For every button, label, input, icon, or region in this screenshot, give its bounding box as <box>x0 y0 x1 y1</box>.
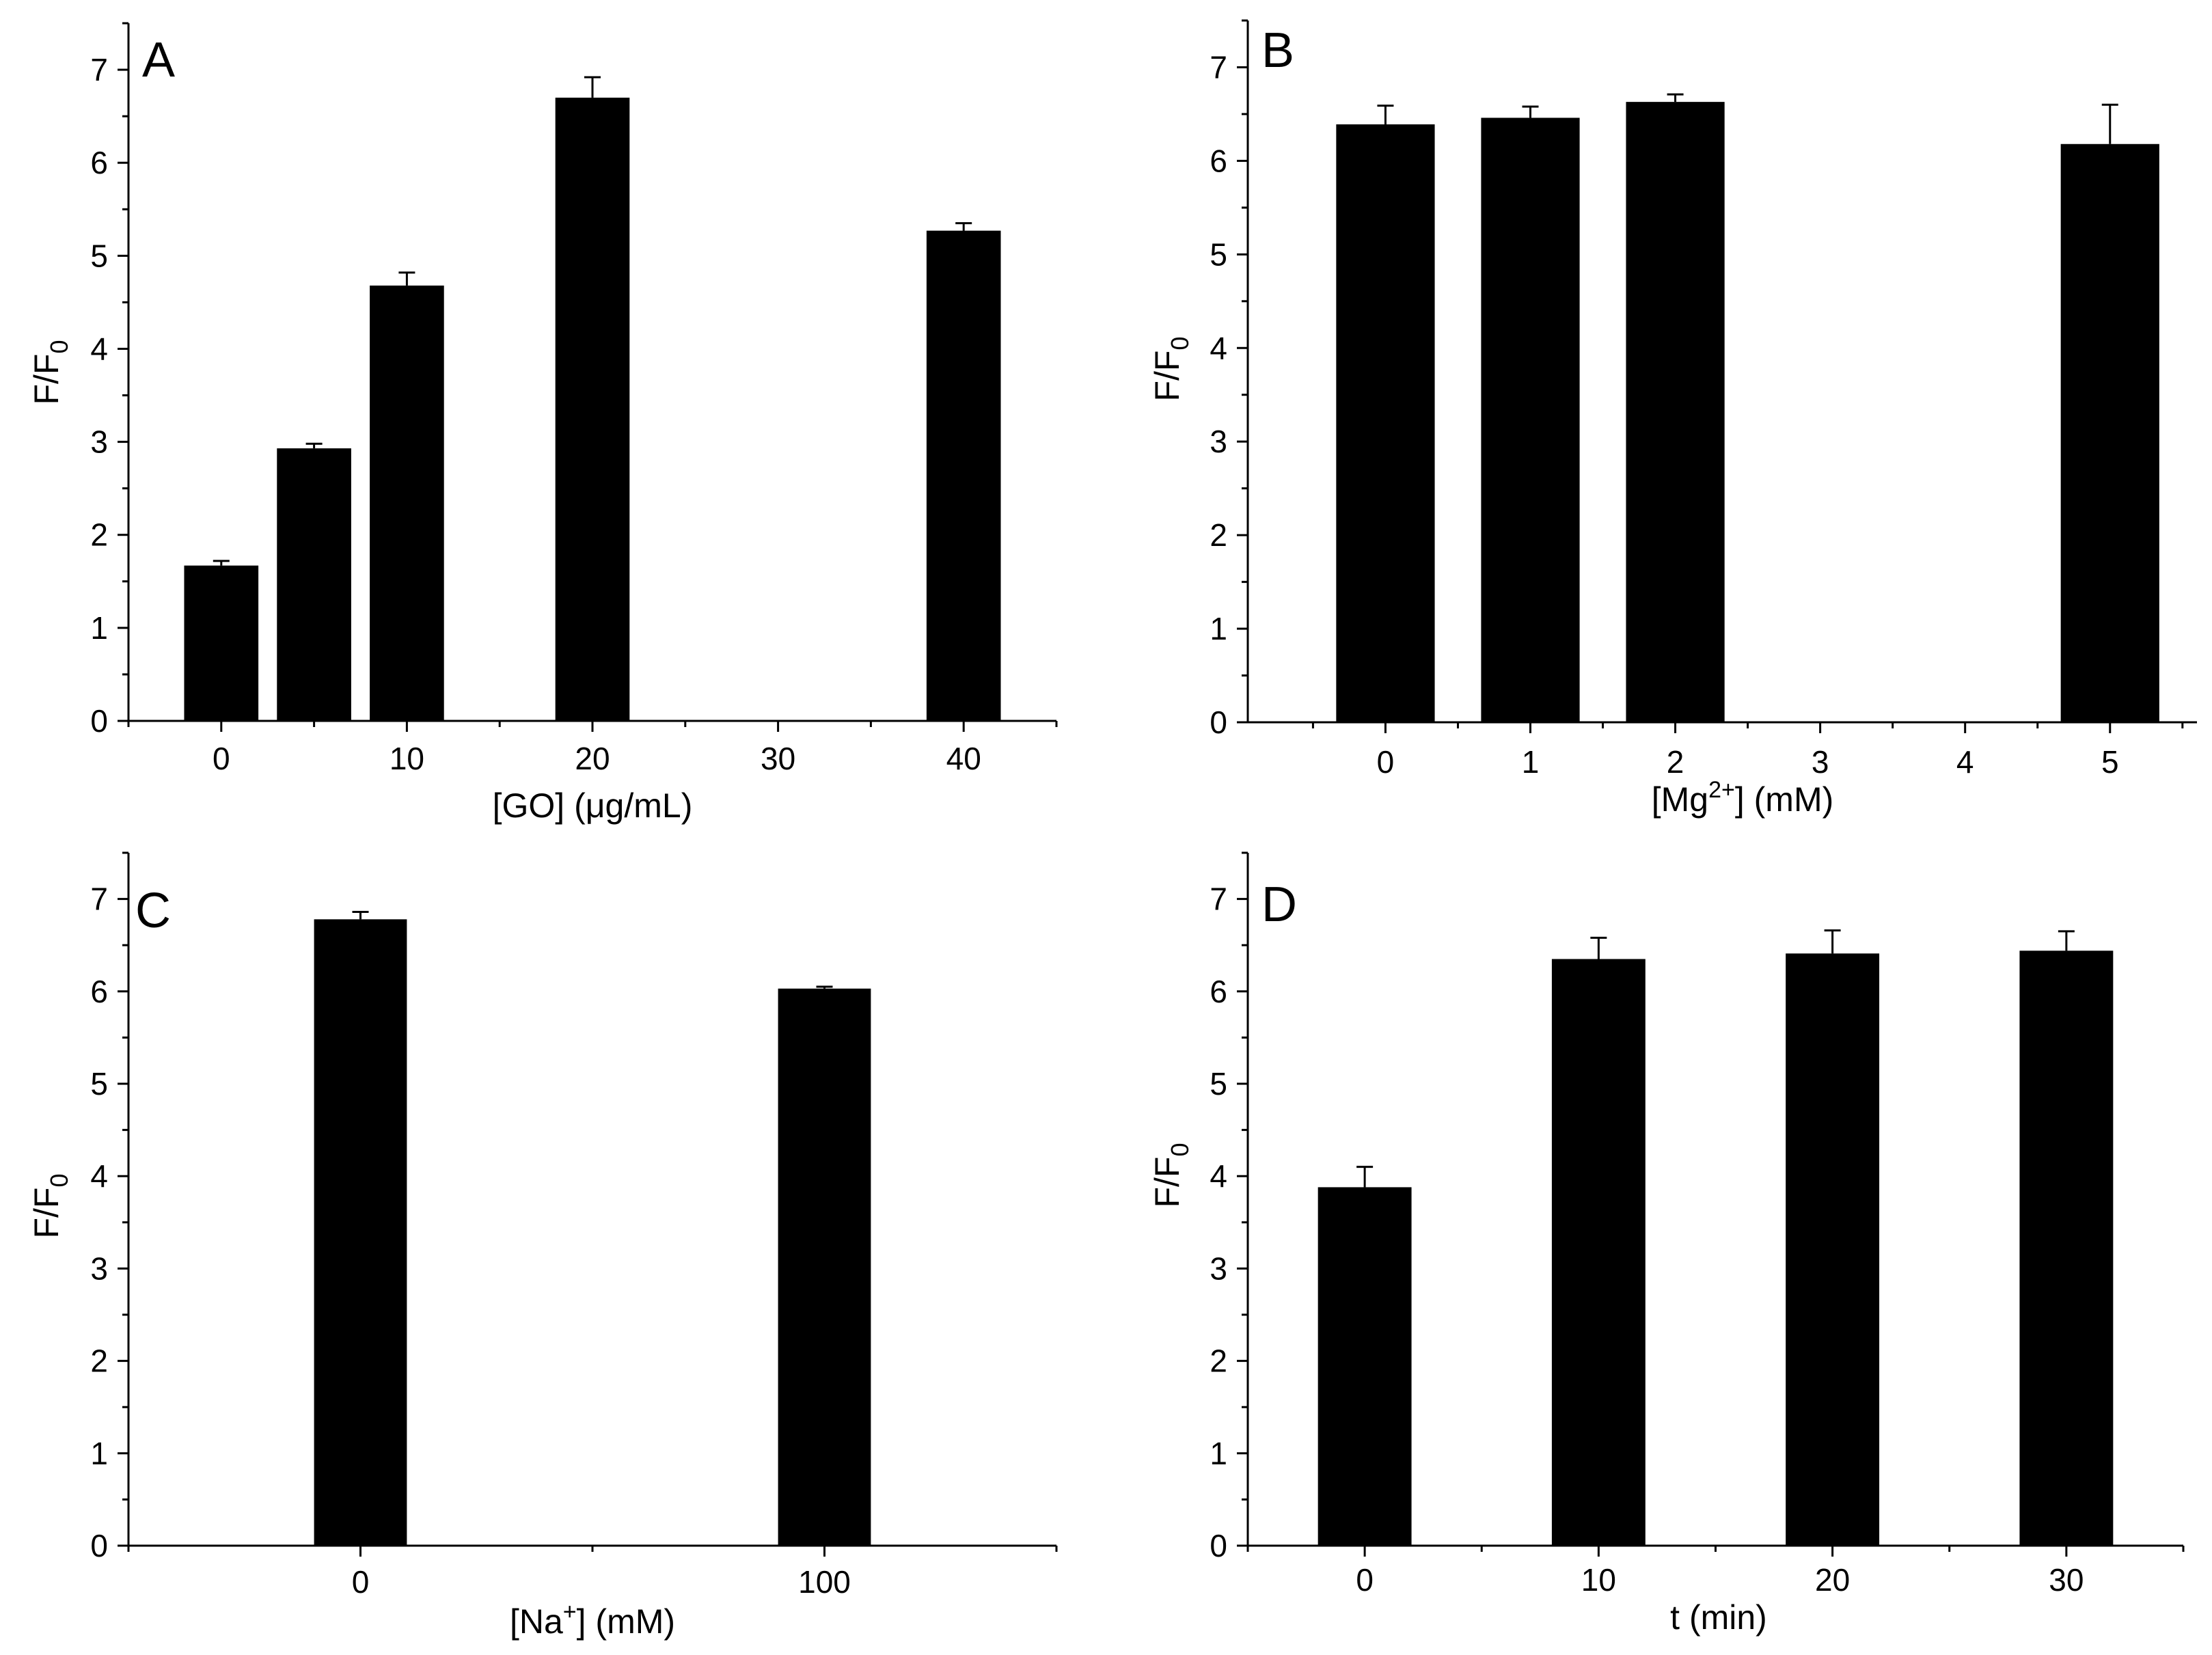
bar <box>1336 124 1435 723</box>
panel-c: 0 1 2 3 4 5 6 7 0 100 C [Na+] (mM) F/F0 <box>27 851 1058 1641</box>
y-tick-label: 5 <box>90 1066 108 1102</box>
x-tick-label: 0 <box>1356 1562 1374 1598</box>
tick-labels: 0 1 2 3 4 5 6 7 0 10 20 30 <box>1210 881 2084 1598</box>
x-tick-label: 100 <box>798 1564 851 1600</box>
x-tick-label: 1 <box>1522 744 1540 780</box>
bars <box>1336 102 2159 723</box>
bar <box>184 565 259 721</box>
y-tick-label: 5 <box>90 238 108 273</box>
bars <box>184 97 1001 721</box>
y-tick-label: 6 <box>1210 974 1227 1009</box>
bar <box>926 230 1001 721</box>
y-tick-label: 0 <box>1210 1528 1227 1563</box>
x-tick-label: 5 <box>2101 744 2119 780</box>
y-tick-label: 0 <box>90 1528 108 1563</box>
x-tick-label: 20 <box>1815 1562 1850 1598</box>
x-tick-label: 2 <box>1667 744 1684 780</box>
y-tick-label: 1 <box>90 610 108 646</box>
x-axis-title: [Mg2+] (mM) <box>1652 777 1834 819</box>
y-tick-label: 4 <box>1210 330 1227 366</box>
bar <box>1786 953 1880 1546</box>
tick-labels: 0 1 2 3 4 5 6 7 0 1 2 3 4 5 <box>1210 49 2118 780</box>
x-tick-label: 0 <box>1377 744 1395 780</box>
y-tick-label: 4 <box>1210 1158 1227 1194</box>
panel-b: 0 1 2 3 4 5 6 7 0 1 2 3 4 5 B [Mg2+] (mM) F/F0 <box>1148 19 2197 819</box>
x-tick-label: 40 <box>946 741 981 776</box>
y-tick-label: 3 <box>1210 1250 1227 1286</box>
tick-marks <box>1237 851 2185 1557</box>
x-tick-label: 0 <box>352 1564 370 1600</box>
x-axis-title: t (min) <box>1670 1598 1767 1637</box>
y-tick-label: 3 <box>90 424 108 460</box>
panel-a: 0 1 2 3 4 5 6 7 0 10 20 30 40 A [GO] (μg/mL) F/F0 <box>27 22 1058 825</box>
tick-labels: 0 1 2 3 4 5 6 7 0 10 20 30 40 <box>90 52 981 776</box>
y-tick-label: 2 <box>90 1343 108 1379</box>
x-tick-label: 30 <box>761 741 795 776</box>
tick-marks <box>118 22 1058 732</box>
error-bars <box>1377 93 2118 144</box>
y-tick-label: 7 <box>90 881 108 917</box>
bar <box>1481 118 1580 723</box>
y-tick-label: 1 <box>1210 611 1227 646</box>
x-tick-label: 10 <box>1581 1562 1616 1598</box>
panel-letter: B <box>1261 23 1294 78</box>
panel-letter: C <box>135 884 171 938</box>
y-tick-label: 2 <box>1210 1343 1227 1379</box>
y-axis-title: F/F0 <box>27 1173 73 1238</box>
bars <box>1317 950 2114 1546</box>
bar <box>555 97 630 721</box>
y-tick-label: 3 <box>1210 424 1227 459</box>
y-tick-label: 4 <box>90 1158 108 1194</box>
error-bars <box>1356 929 2075 1188</box>
tick-labels: 0 1 2 3 4 5 6 7 0 100 <box>90 881 850 1600</box>
x-axis-title: [GO] (μg/mL) <box>493 787 693 825</box>
bar <box>370 285 444 721</box>
panel-letter: D <box>1261 877 1297 932</box>
y-tick-label: 5 <box>1210 236 1227 272</box>
bar <box>1626 102 1725 722</box>
x-tick-label: 0 <box>213 741 230 776</box>
x-tick-label: 10 <box>390 741 424 776</box>
x-tick-label: 4 <box>1956 744 1974 780</box>
panel-letter: A <box>142 33 175 87</box>
bar <box>277 448 351 721</box>
y-tick-label: 7 <box>90 52 108 87</box>
x-tick-label: 20 <box>575 741 610 776</box>
y-tick-label: 3 <box>90 1250 108 1286</box>
y-tick-label: 2 <box>1210 517 1227 553</box>
tick-marks <box>118 851 1058 1557</box>
x-tick-label: 30 <box>2049 1562 2084 1598</box>
x-tick-label: 3 <box>1812 744 1829 780</box>
y-tick-label: 7 <box>1210 49 1227 85</box>
bar <box>314 919 407 1546</box>
panel-d: 0 1 2 3 4 5 6 7 0 10 20 30 D t (min) F/F0 <box>1148 851 2185 1637</box>
error-bars <box>213 76 972 566</box>
y-tick-label: 4 <box>90 331 108 366</box>
bar <box>1317 1187 1412 1546</box>
y-tick-label: 1 <box>1210 1436 1227 1471</box>
y-tick-label: 5 <box>1210 1066 1227 1102</box>
bars <box>314 919 871 1546</box>
y-axis-title: F/F0 <box>27 340 73 405</box>
y-axis-title: F/F0 <box>1148 336 1194 401</box>
bar <box>1551 959 1646 1546</box>
y-tick-label: 1 <box>90 1436 108 1471</box>
y-tick-label: 6 <box>90 974 108 1009</box>
y-tick-label: 0 <box>90 703 108 739</box>
y-tick-label: 7 <box>1210 881 1227 917</box>
y-axis-title: F/F0 <box>1148 1143 1194 1207</box>
error-bars <box>352 911 833 989</box>
y-tick-label: 6 <box>1210 143 1227 178</box>
y-tick-label: 0 <box>1210 705 1227 740</box>
bar <box>778 988 871 1546</box>
y-tick-label: 2 <box>90 517 108 553</box>
bar <box>2019 950 2114 1546</box>
tick-marks <box>1237 19 2184 733</box>
y-tick-label: 6 <box>90 145 108 180</box>
bar <box>2060 143 2159 722</box>
x-axis-title: [Na+] (mM) <box>510 1599 675 1641</box>
